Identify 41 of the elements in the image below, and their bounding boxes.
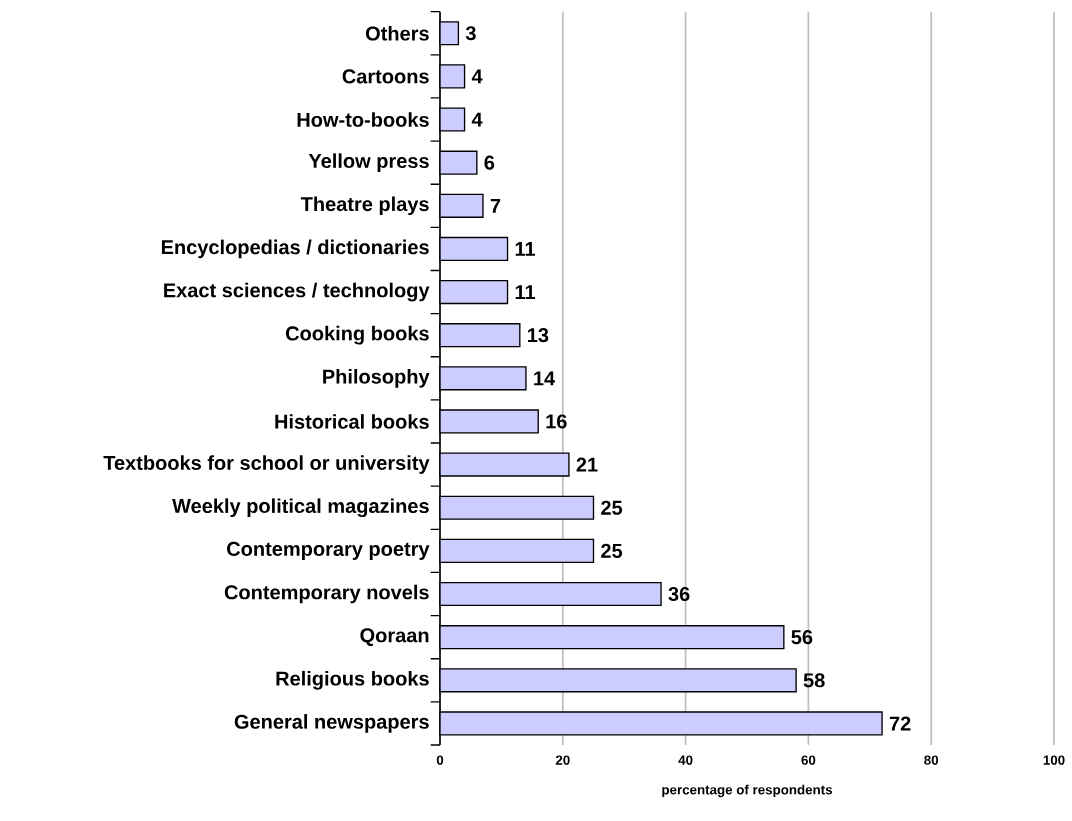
y-tick-label: Religious books xyxy=(276,670,429,690)
x-tick-label: 80 xyxy=(924,755,939,765)
data-label: 16 xyxy=(546,414,567,429)
data-label: 36 xyxy=(668,586,690,602)
data-label: 11 xyxy=(515,242,536,256)
y-tick-label: Contemporary novels xyxy=(224,584,429,604)
y-tick-label: Cartoons xyxy=(342,69,429,84)
x-tick-label: 100 xyxy=(1043,755,1065,765)
data-label: 25 xyxy=(601,500,623,515)
data-label: 7 xyxy=(490,198,501,213)
data-label: 56 xyxy=(791,630,813,645)
y-tick-label: Contemporary poetry xyxy=(227,541,430,560)
x-tick-label: 40 xyxy=(678,755,693,765)
data-label: 14 xyxy=(534,371,556,386)
y-tick-label: Cooking books xyxy=(285,325,429,345)
data-label: 25 xyxy=(601,543,623,558)
y-tick-label: General newspapers xyxy=(234,714,429,733)
y-tick-label: Encyclopedias / dictionaries xyxy=(161,239,429,259)
data-label: 3 xyxy=(465,26,476,41)
x-axis-title: percentage of respondents xyxy=(662,784,833,798)
y-tick-label: Philosophy xyxy=(323,369,430,388)
y-tick-label: How-to-books xyxy=(297,112,429,127)
data-label: 11 xyxy=(515,285,536,299)
y-tick-label: Qoraan xyxy=(360,628,429,647)
x-tick-label: 60 xyxy=(801,755,816,765)
data-label: 4 xyxy=(471,69,483,84)
data-label: 4 xyxy=(471,112,483,127)
y-tick-label: Others xyxy=(365,25,429,41)
data-label: 21 xyxy=(576,457,598,472)
y-tick-label: Exact sciences / technology xyxy=(164,282,430,302)
y-tick-label: Historical books xyxy=(275,414,429,429)
y-tick-label: Theatre plays xyxy=(300,196,429,216)
y-tick-label: Weekly political magazines xyxy=(172,498,429,518)
x-tick-label: 0 xyxy=(436,755,444,765)
x-tick-label: 20 xyxy=(555,755,570,765)
data-label: 6 xyxy=(484,155,495,170)
data-label: 72 xyxy=(889,716,911,731)
y-tick-label: Textbooks for school or university xyxy=(103,455,430,474)
data-label: 13 xyxy=(528,328,549,343)
y-tick-label: Yellow press xyxy=(308,153,429,172)
data-label: 58 xyxy=(803,673,825,688)
